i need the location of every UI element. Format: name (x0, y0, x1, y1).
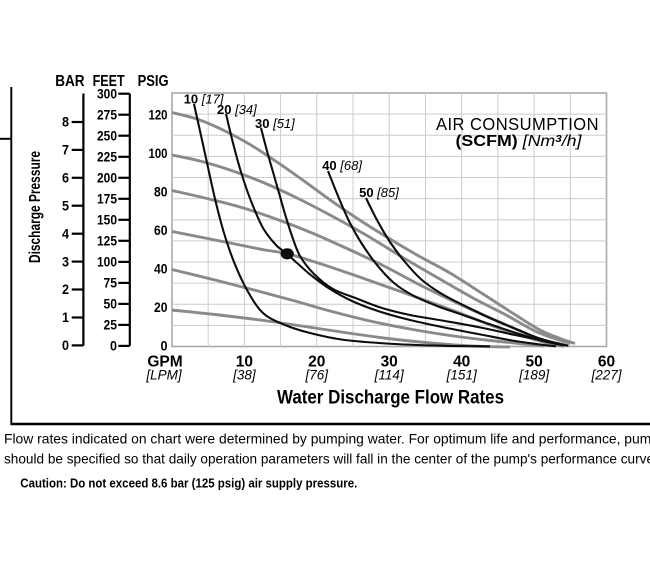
svg-text:120: 120 (149, 108, 168, 123)
svg-text:150: 150 (97, 213, 117, 228)
svg-text:40: 40 (154, 262, 168, 277)
svg-text:5: 5 (62, 198, 69, 213)
svg-text:20: 20 (308, 354, 325, 371)
svg-text:Caution: Do not exceed 8.6 bar: Caution: Do not exceed 8.6 bar (125 psig… (20, 476, 357, 490)
svg-text:40 [68]: 40 [68] (322, 158, 362, 173)
svg-text:20: 20 (154, 300, 168, 315)
svg-text:AIR CONSUMPTION: AIR CONSUMPTION (436, 114, 599, 134)
svg-text:225: 225 (97, 150, 117, 165)
svg-text:60: 60 (154, 223, 168, 238)
svg-text:(SCFM) [Nm3/h]: (SCFM) [Nm 3/h] (456, 133, 583, 150)
svg-text:8: 8 (62, 115, 69, 130)
svg-text:Flow rates indicated on chart: Flow rates indicated on chart were deter… (4, 432, 650, 447)
svg-text:30 [51]: 30 [51] (255, 116, 295, 131)
svg-text:Water Discharge Flow Rates: Water Discharge Flow Rates (277, 388, 504, 409)
svg-text:[38]: [38] (232, 368, 257, 383)
svg-text:[189]: [189] (518, 368, 550, 383)
svg-text:30: 30 (381, 354, 398, 371)
svg-text:PSIG: PSIG (138, 73, 169, 90)
svg-text:10 [17]: 10 [17] (184, 92, 224, 107)
svg-text:10: 10 (236, 354, 253, 371)
svg-text:2: 2 (62, 282, 69, 297)
svg-text:6: 6 (62, 171, 69, 186)
svg-text:7: 7 (62, 143, 69, 158)
svg-text:125: 125 (97, 234, 117, 249)
svg-text:25: 25 (104, 318, 118, 333)
svg-text:FEET: FEET (93, 73, 125, 90)
svg-text:4: 4 (62, 226, 69, 241)
svg-text:60: 60 (598, 354, 615, 371)
svg-text:50: 50 (104, 297, 118, 312)
svg-text:175: 175 (97, 192, 117, 207)
svg-text:250: 250 (97, 128, 117, 143)
svg-text:[227]: [227] (590, 368, 622, 383)
svg-text:50 [85]: 50 [85] (359, 185, 399, 200)
svg-text:[151]: [151] (446, 368, 478, 383)
svg-text:0: 0 (110, 339, 117, 354)
svg-text:100: 100 (149, 146, 168, 161)
svg-text:[LPM]: [LPM] (145, 368, 183, 383)
svg-text:20 [34]: 20 [34] (217, 102, 257, 117)
svg-text:80: 80 (154, 185, 168, 200)
svg-text:40: 40 (453, 354, 470, 371)
svg-text:0: 0 (161, 339, 168, 354)
svg-text:BAR: BAR (55, 73, 85, 90)
svg-text:75: 75 (104, 276, 118, 291)
svg-text:0: 0 (62, 338, 69, 353)
svg-text:50: 50 (525, 354, 542, 371)
svg-text:1: 1 (62, 310, 69, 325)
svg-text:Discharge Pressure: Discharge Pressure (27, 151, 44, 263)
svg-text:200: 200 (97, 171, 117, 186)
svg-text:[76]: [76] (305, 368, 330, 383)
svg-text:[114]: [114] (374, 368, 405, 383)
svg-text:should be specified so that da: should be specified so that daily operat… (4, 451, 650, 466)
svg-text:3: 3 (62, 254, 69, 269)
svg-text:300: 300 (97, 86, 117, 101)
svg-text:100: 100 (97, 255, 117, 270)
svg-text:275: 275 (97, 107, 117, 122)
svg-text:GPM: GPM (147, 354, 182, 371)
